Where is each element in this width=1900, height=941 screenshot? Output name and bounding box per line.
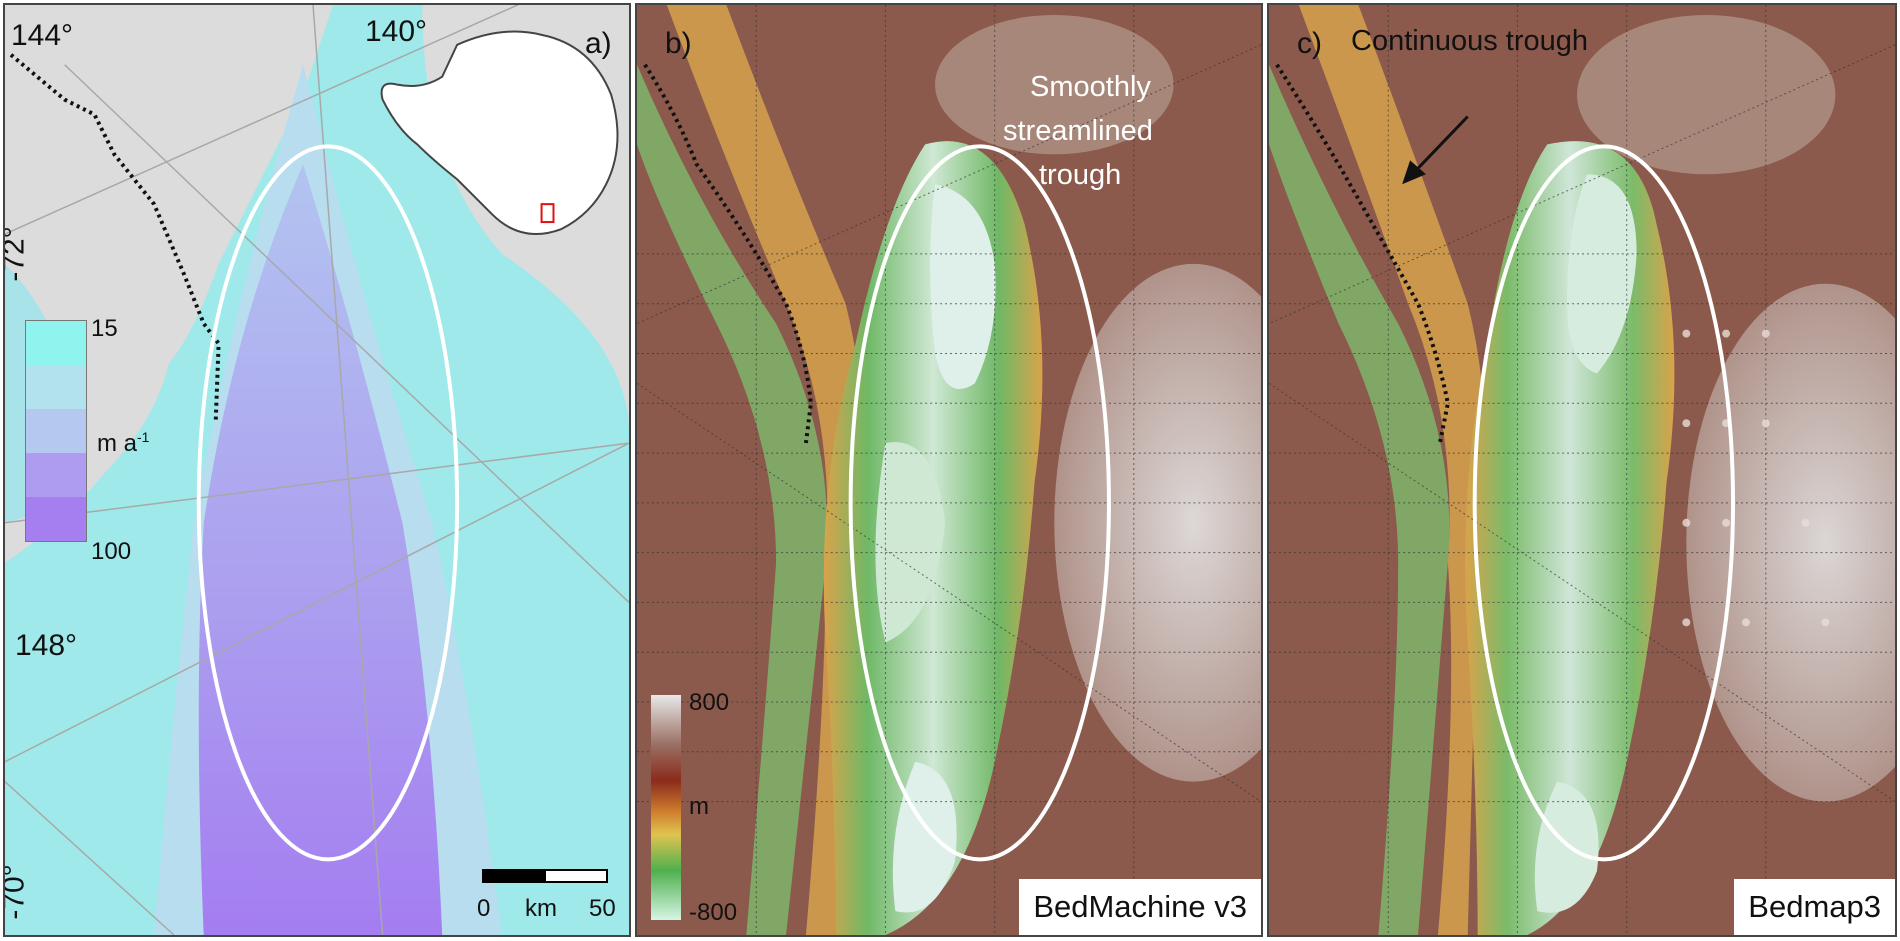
bedmap3-map-graphic (1269, 5, 1895, 935)
study-ellipse (196, 144, 460, 862)
legend-unit-label: m a-1 (97, 429, 149, 458)
scale-max: 50 (589, 895, 616, 922)
trough-core-bottom (1534, 781, 1599, 913)
legend-unit-text: m a (97, 430, 138, 457)
high-ground-right (1686, 283, 1895, 802)
annotation-line-3: trough (1039, 159, 1122, 191)
dotted-line (643, 63, 813, 444)
lat-label-70: -70° (3, 864, 31, 920)
inset-location-box (540, 203, 555, 224)
legend-swatch-4 (26, 453, 86, 497)
survey-lines (637, 5, 1261, 935)
annotation-line-1: Smoothly (1030, 71, 1151, 103)
trough-core-lower (875, 442, 946, 643)
left-channel (1269, 64, 1450, 935)
elevation-max-label: 800 (689, 689, 730, 716)
continuous-trough-annotation: Continuous trough (1351, 25, 1588, 57)
bedmachine-map-graphic (637, 5, 1261, 935)
legend-unit-sup: -1 (137, 429, 150, 445)
trough-core (1567, 174, 1637, 374)
dataset-label-bedmachine: BedMachine v3 (1019, 879, 1261, 935)
trough-core (930, 184, 996, 390)
left-channel-edge (1298, 5, 1486, 935)
fast-flow-trough (198, 164, 443, 935)
scale-bar-white (544, 869, 608, 883)
antarctica-inset (380, 30, 619, 236)
lon-label-144: 144° (11, 19, 74, 52)
legend-swatch-1 (26, 321, 86, 365)
arrow-head (1402, 160, 1426, 185)
elevation-min-label: -800 (689, 899, 738, 926)
left-channel-edge (666, 5, 864, 935)
scale-zero: 0 (477, 895, 491, 922)
scale-bar-black (482, 869, 546, 883)
dataset-label-bedmap3: Bedmap3 (1734, 879, 1895, 935)
lat-label-72: -72° (3, 226, 31, 282)
annotation-line-2: streamlined (1003, 115, 1153, 147)
velocity-legend (25, 320, 87, 542)
panel-b-label: b) (665, 27, 692, 60)
scale-unit: km (525, 895, 557, 922)
lon-label-148: 148° (15, 629, 78, 662)
arrow-shaft (1414, 115, 1469, 172)
panel-c-label: c) (1297, 27, 1322, 60)
legend-min-label: 100 (91, 538, 132, 565)
panel-c-bedmap3-map: c) Continuous trough Bedmap3 (1267, 3, 1897, 937)
elevation-legend (651, 695, 681, 920)
study-ellipse (1472, 144, 1736, 862)
legend-swatch-2 (26, 365, 86, 409)
elevation-unit-label: m (689, 793, 709, 820)
panel-a-label: a) (585, 27, 612, 60)
legend-max-label: 15 (91, 315, 118, 342)
panel-b-bedmachine-map: b) Smoothly streamlined trough 800 m -80… (635, 3, 1263, 937)
high-ground-top (1577, 14, 1836, 175)
panel-a-ice-velocity-map: a) 144° 140° 148° -72° -70° 15 m a-1 100… (3, 3, 631, 937)
legend-swatch-5 (26, 497, 86, 541)
dotted-line (1275, 63, 1450, 444)
study-ellipse (848, 144, 1111, 862)
lon-label-140: 140° (365, 15, 428, 48)
left-channel (637, 64, 828, 935)
graticule (5, 5, 629, 935)
velocity-map-graphic (5, 5, 629, 935)
legend-swatch-3 (26, 409, 86, 453)
